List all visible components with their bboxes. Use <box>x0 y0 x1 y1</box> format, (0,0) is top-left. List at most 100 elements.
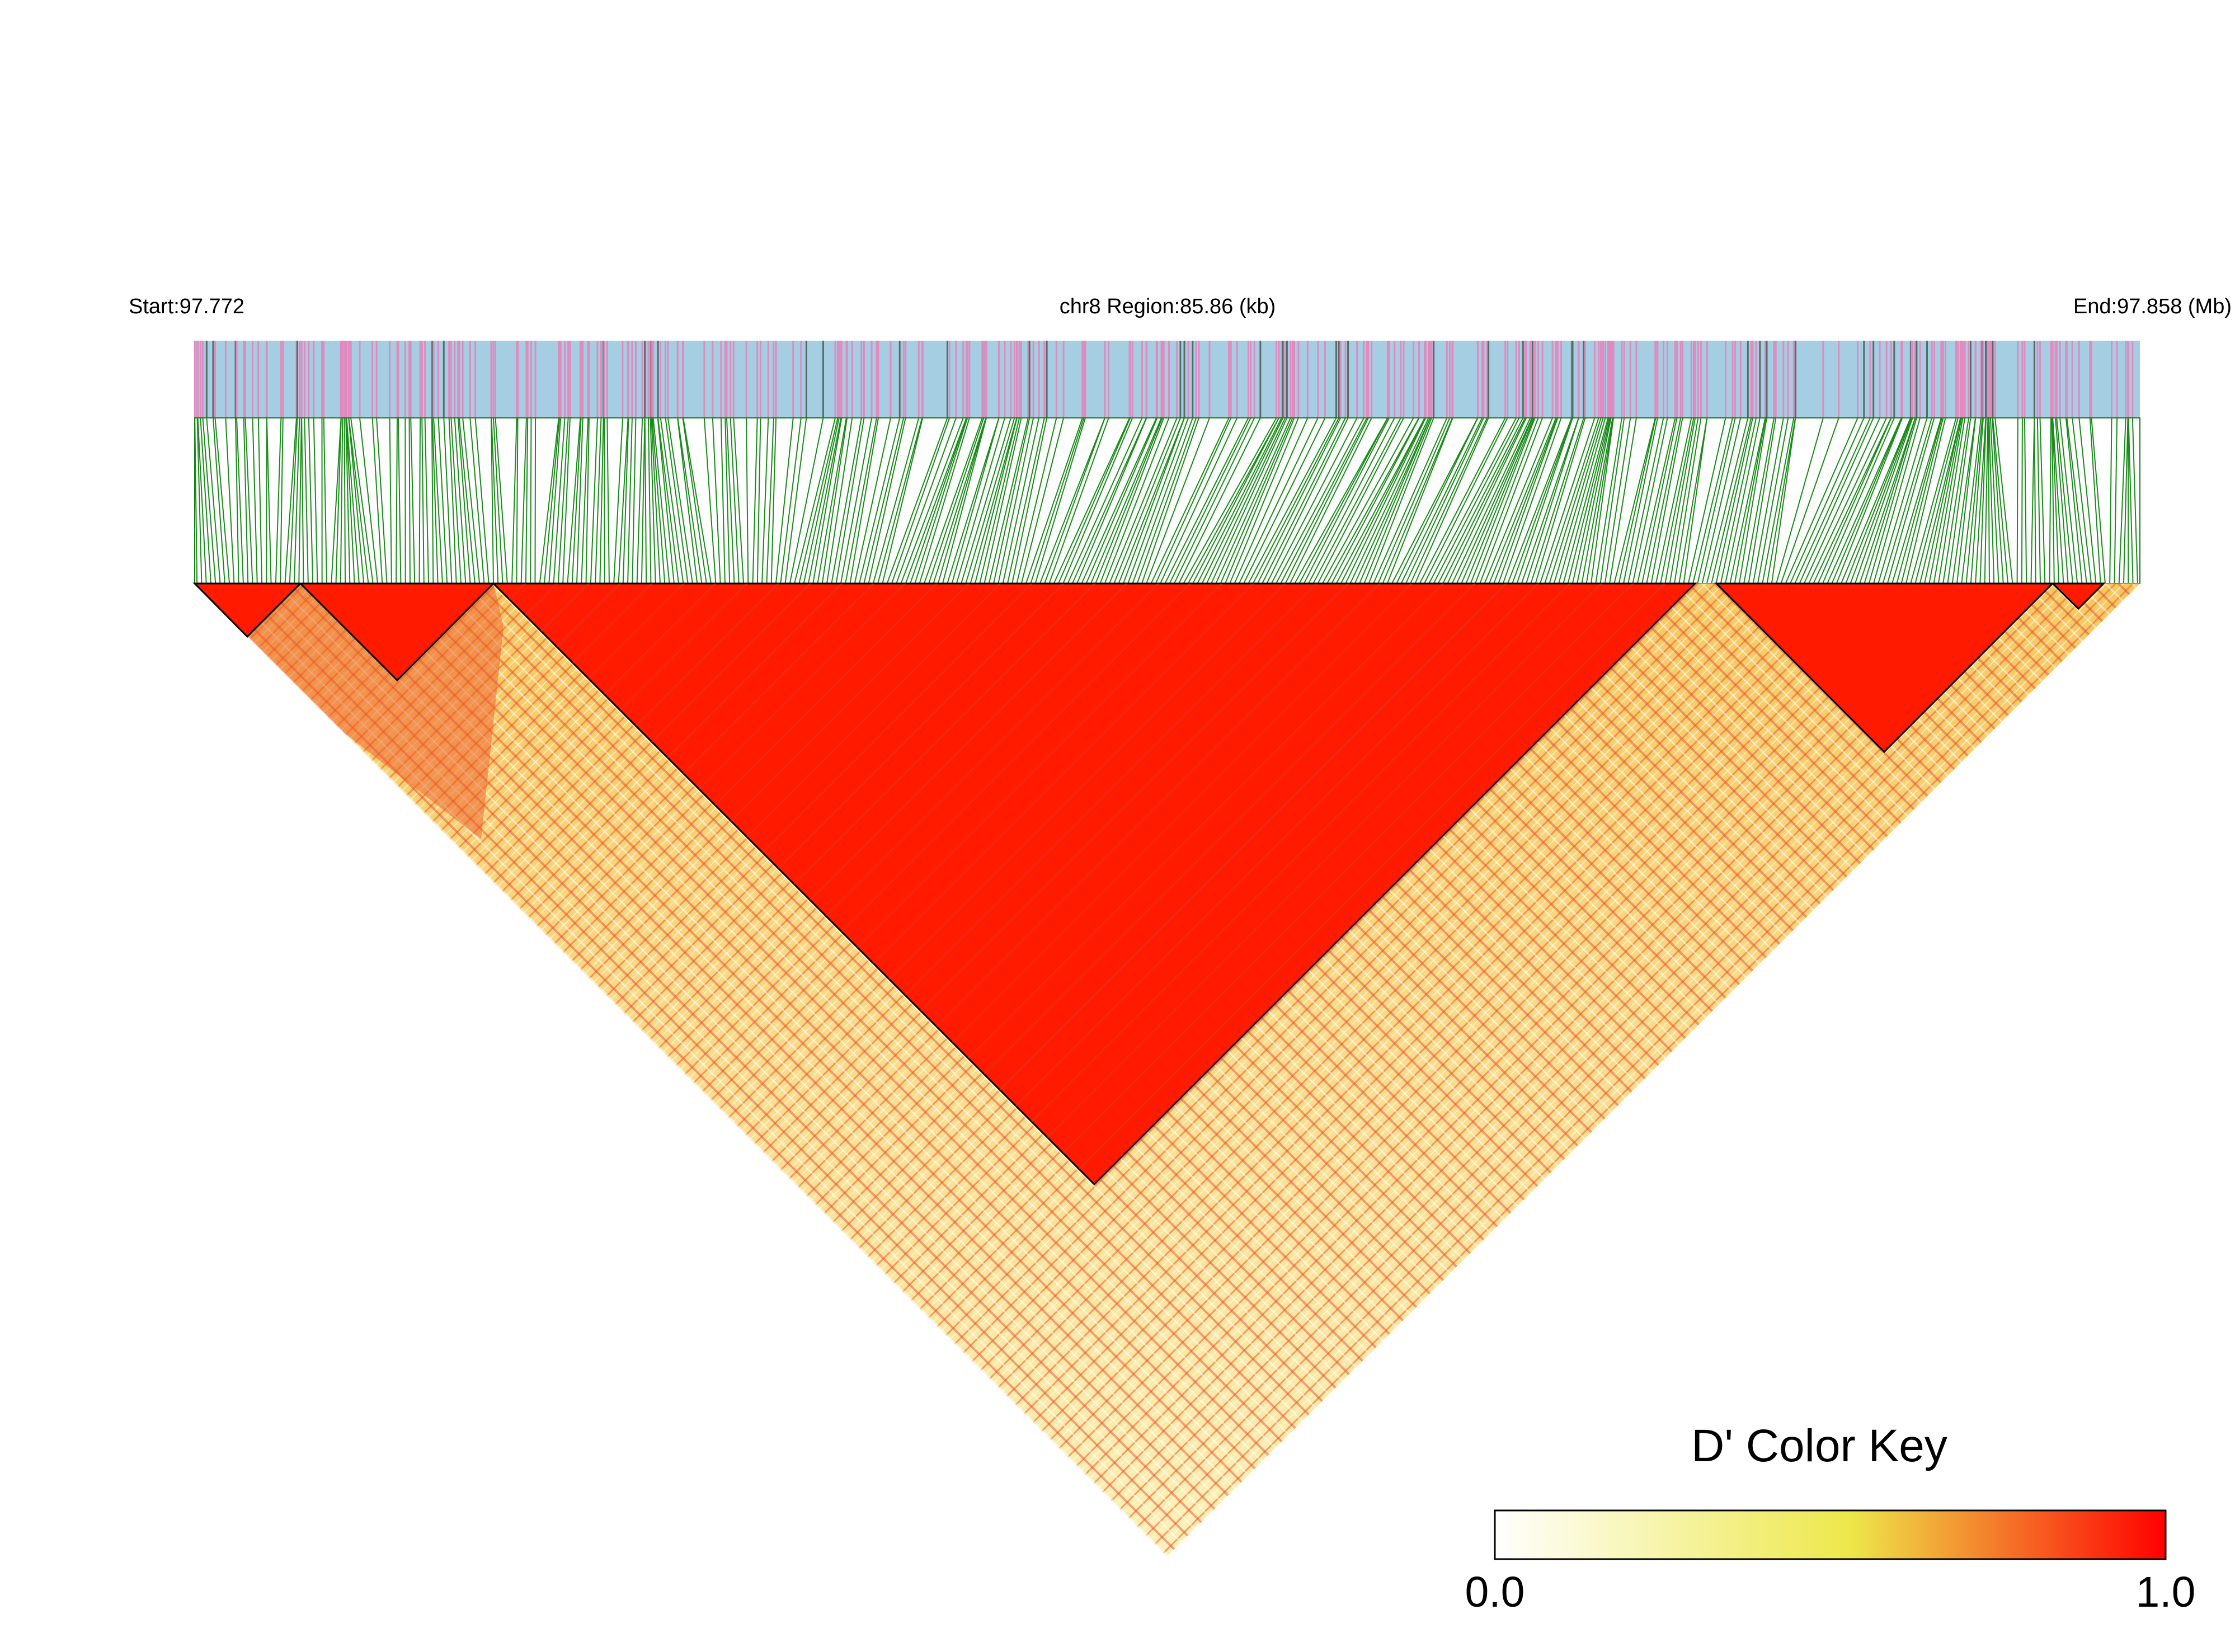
mapping-line <box>2091 417 2106 584</box>
mapping-line <box>345 417 355 584</box>
mapping-line <box>1461 417 1533 584</box>
mapping-line <box>1206 417 1286 584</box>
mapping-line <box>746 417 749 584</box>
mapping-line <box>1622 417 1658 584</box>
mapping-line <box>1132 417 1193 584</box>
mapping-line <box>313 417 318 584</box>
mapping-line <box>431 417 434 584</box>
mapping-line <box>1558 417 1606 584</box>
mapping-line <box>433 417 443 584</box>
mapping-line <box>1470 417 1536 584</box>
mapping-line <box>650 417 656 584</box>
mapping-line <box>1225 417 1295 584</box>
mapping-line <box>1813 417 1892 584</box>
mapping-line <box>1868 417 1917 584</box>
mapping-line <box>448 417 457 584</box>
mapping-line <box>1697 417 1736 584</box>
mapping-line <box>947 417 1000 584</box>
mapping-line <box>2128 417 2134 584</box>
mapping-line <box>530 417 532 584</box>
mapping-line <box>1989 417 1999 584</box>
mapping-line <box>1220 417 1293 584</box>
mapping-line <box>886 417 948 584</box>
end-label: End:97.858 (Mb) <box>2073 295 2232 318</box>
mapping-line <box>882 417 924 584</box>
mapping-line <box>1794 417 1871 584</box>
mapping-line <box>1530 417 1584 584</box>
mapping-line <box>606 417 610 584</box>
mapping-line <box>1016 417 1057 584</box>
mapping-line <box>1104 417 1170 584</box>
snp-markers <box>194 341 2134 418</box>
start-label: Start:97.772 <box>129 295 244 318</box>
mapping-line <box>2016 417 2018 584</box>
mapping-line <box>933 417 987 584</box>
mapping-line <box>1988 417 1995 584</box>
mapping-line <box>1873 417 1921 584</box>
mapping-line <box>627 417 633 584</box>
mapping-line <box>1174 417 1255 584</box>
mapping-line <box>872 417 920 584</box>
mapping-line <box>1456 417 1533 584</box>
mapping-line <box>1790 417 1865 584</box>
mapping-line <box>308 417 314 584</box>
mapping-line <box>1048 417 1109 584</box>
mapping-line <box>548 417 562 584</box>
mapping-line <box>1053 417 1131 584</box>
mapping-line <box>1076 417 1147 584</box>
mapping-line <box>1502 417 1562 584</box>
mapping-line <box>1498 417 1559 584</box>
mapping-line <box>1975 417 1987 584</box>
mapping-line <box>1326 417 1420 584</box>
mapping-line <box>1590 417 1615 584</box>
mapping-line <box>1854 417 1913 584</box>
mapping-line <box>1965 417 1983 584</box>
mapping-line <box>1521 417 1579 584</box>
mapping-line <box>733 417 745 584</box>
mapping-line <box>214 417 230 584</box>
mapping-line <box>1836 417 1903 584</box>
mapping-line <box>1864 417 1916 584</box>
mapping-line <box>821 417 848 584</box>
mapping-line <box>284 417 298 584</box>
mapping-line <box>1178 417 1261 584</box>
region-label: chr8 Region:85.86 (kb) <box>1060 295 1276 318</box>
mapping-line <box>1613 417 1656 584</box>
mapping-line <box>1632 417 1668 584</box>
mapping-line <box>1905 417 1946 584</box>
mapping-line <box>244 417 253 584</box>
mapping-line <box>657 417 680 584</box>
mapping-line <box>525 417 529 584</box>
mapping-line <box>1711 417 1752 584</box>
mapping-line <box>1859 417 1916 584</box>
mapping-line <box>1970 417 1984 584</box>
mapping-line <box>1118 417 1185 584</box>
mapping-line <box>993 417 1031 584</box>
mapping-line <box>1433 417 1520 584</box>
mapping-line <box>1636 417 1676 584</box>
mapping-line <box>1025 417 1083 584</box>
mapping-line <box>2114 417 2118 584</box>
mapping-line <box>421 417 425 584</box>
mapping-line <box>194 417 198 584</box>
mapping-line <box>1289 417 1372 584</box>
mapping-line <box>660 417 684 584</box>
mapping-line <box>1011 417 1048 584</box>
mapping-line <box>789 417 824 584</box>
mapping-line <box>1354 417 1431 584</box>
mapping-line <box>1030 417 1085 584</box>
mapping-line <box>243 417 249 584</box>
mapping-line <box>780 417 802 584</box>
mapping-line <box>724 417 731 584</box>
mapping-line <box>340 417 344 584</box>
mapping-line <box>891 417 951 584</box>
mapping-line <box>1109 417 1178 584</box>
mapping-line <box>1799 417 1874 584</box>
mapping-line <box>826 417 853 584</box>
mapping-line <box>418 417 421 584</box>
mapping-line <box>1252 417 1340 584</box>
mapping-line <box>304 417 309 584</box>
mapping-line <box>1956 417 1977 584</box>
mapping-line <box>225 417 235 584</box>
mapping-line <box>2034 417 2036 584</box>
